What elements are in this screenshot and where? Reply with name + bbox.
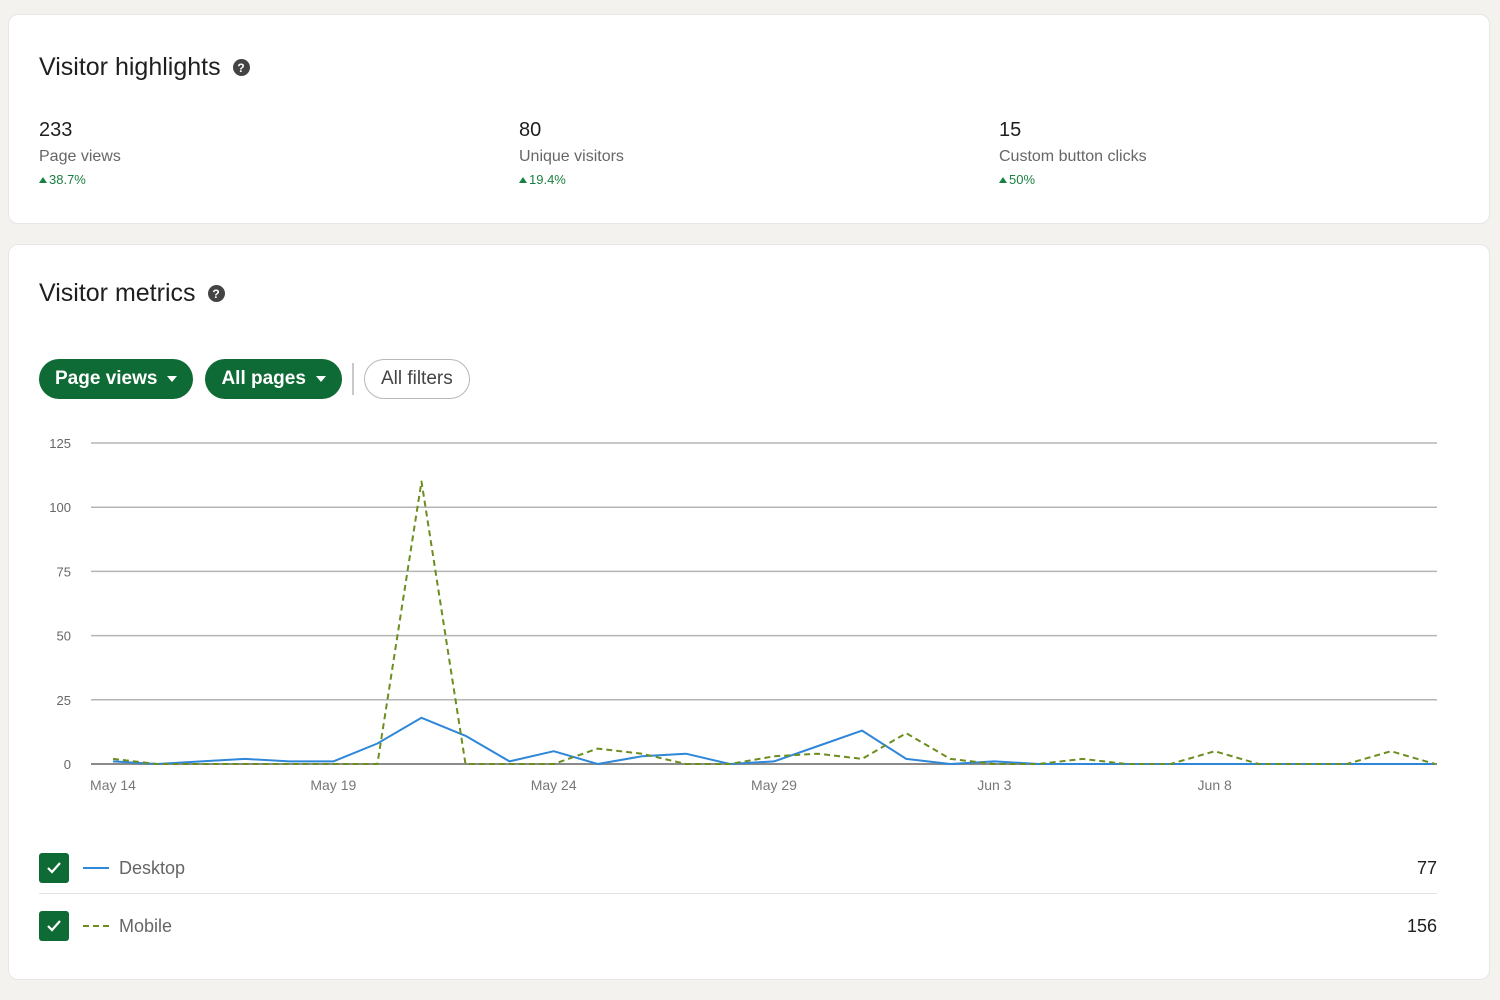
y-tick-label: 50: [57, 629, 71, 644]
desktop-line-swatch: [83, 867, 109, 869]
y-tick-label: 75: [57, 564, 71, 579]
series-line-desktop: [112, 716, 1435, 765]
legend-row-mobile: Mobile 156: [39, 901, 1437, 951]
x-tick-label: May 14: [90, 777, 136, 793]
x-tick-label: Jun 3: [977, 777, 1011, 793]
filter-bar: Page views All pages All filters: [39, 359, 470, 399]
stat-custom-button-clicks: 15 Custom button clicks 50%: [999, 119, 1147, 187]
legend-row-desktop: Desktop 77: [39, 843, 1437, 894]
stat-change: 50%: [999, 172, 1147, 187]
y-tick-label: 0: [64, 757, 71, 772]
visitor-metrics-line-chart: 0 25 50 75 100 125 May 14 May 19 May 24 May 29 Jun…: [49, 436, 1437, 793]
x-tick-label: Jun 8: [1198, 777, 1232, 793]
all-filters-button[interactable]: All filters: [363, 359, 470, 399]
checkmark-icon: [47, 920, 61, 932]
up-arrow-icon: [999, 176, 1007, 183]
stat-page-views: 233 Page views 38.7%: [39, 119, 121, 187]
y-tick-label: 100: [49, 500, 71, 515]
up-arrow-icon: [39, 176, 47, 183]
x-tick-label: May 19: [310, 777, 356, 793]
stat-value: 80: [519, 119, 542, 141]
stat-label: Page views: [39, 148, 121, 165]
mobile-line-swatch: [83, 925, 109, 927]
series-line-mobile: [112, 480, 1436, 765]
pages-dropdown-button[interactable]: All pages: [205, 359, 342, 399]
caret-down-icon: [167, 376, 178, 382]
legend-total: 156: [1406, 915, 1437, 936]
stat-value: 233: [39, 119, 73, 141]
mobile-checkbox[interactable]: [39, 911, 69, 941]
stat-unique-visitors: 80 Unique visitors 19.4%: [519, 119, 624, 187]
desktop-checkbox[interactable]: [39, 853, 69, 883]
visitor-metrics-card: Visitor metrics ? Page views All pages A…: [8, 244, 1490, 980]
legend-label: Mobile: [119, 915, 173, 936]
help-icon[interactable]: ?: [207, 285, 225, 302]
help-icon[interactable]: ?: [232, 59, 250, 76]
caret-down-icon: [315, 376, 326, 382]
metric-dropdown-button[interactable]: Page views: [39, 359, 194, 399]
stat-change: 19.4%: [519, 172, 624, 187]
stat-change: 38.7%: [39, 172, 121, 187]
visitor-highlights-card: Visitor highlights ? 233 Page views 38.7…: [8, 14, 1490, 224]
stat-label: Custom button clicks: [999, 148, 1147, 165]
x-tick-label: May 24: [531, 777, 577, 793]
legend-total: 77: [1416, 857, 1437, 878]
legend-label: Desktop: [119, 857, 186, 878]
visitor-metrics-title: Visitor metrics ?: [39, 279, 225, 308]
checkmark-icon: [47, 862, 61, 874]
stat-label: Unique visitors: [519, 148, 624, 165]
y-tick-label: 25: [57, 693, 71, 708]
y-tick-label: 125: [49, 436, 71, 451]
divider: [351, 363, 354, 395]
up-arrow-icon: [519, 176, 527, 183]
stat-value: 15: [999, 119, 1022, 141]
visitor-highlights-title: Visitor highlights ?: [39, 53, 250, 82]
x-tick-label: May 29: [751, 777, 797, 793]
